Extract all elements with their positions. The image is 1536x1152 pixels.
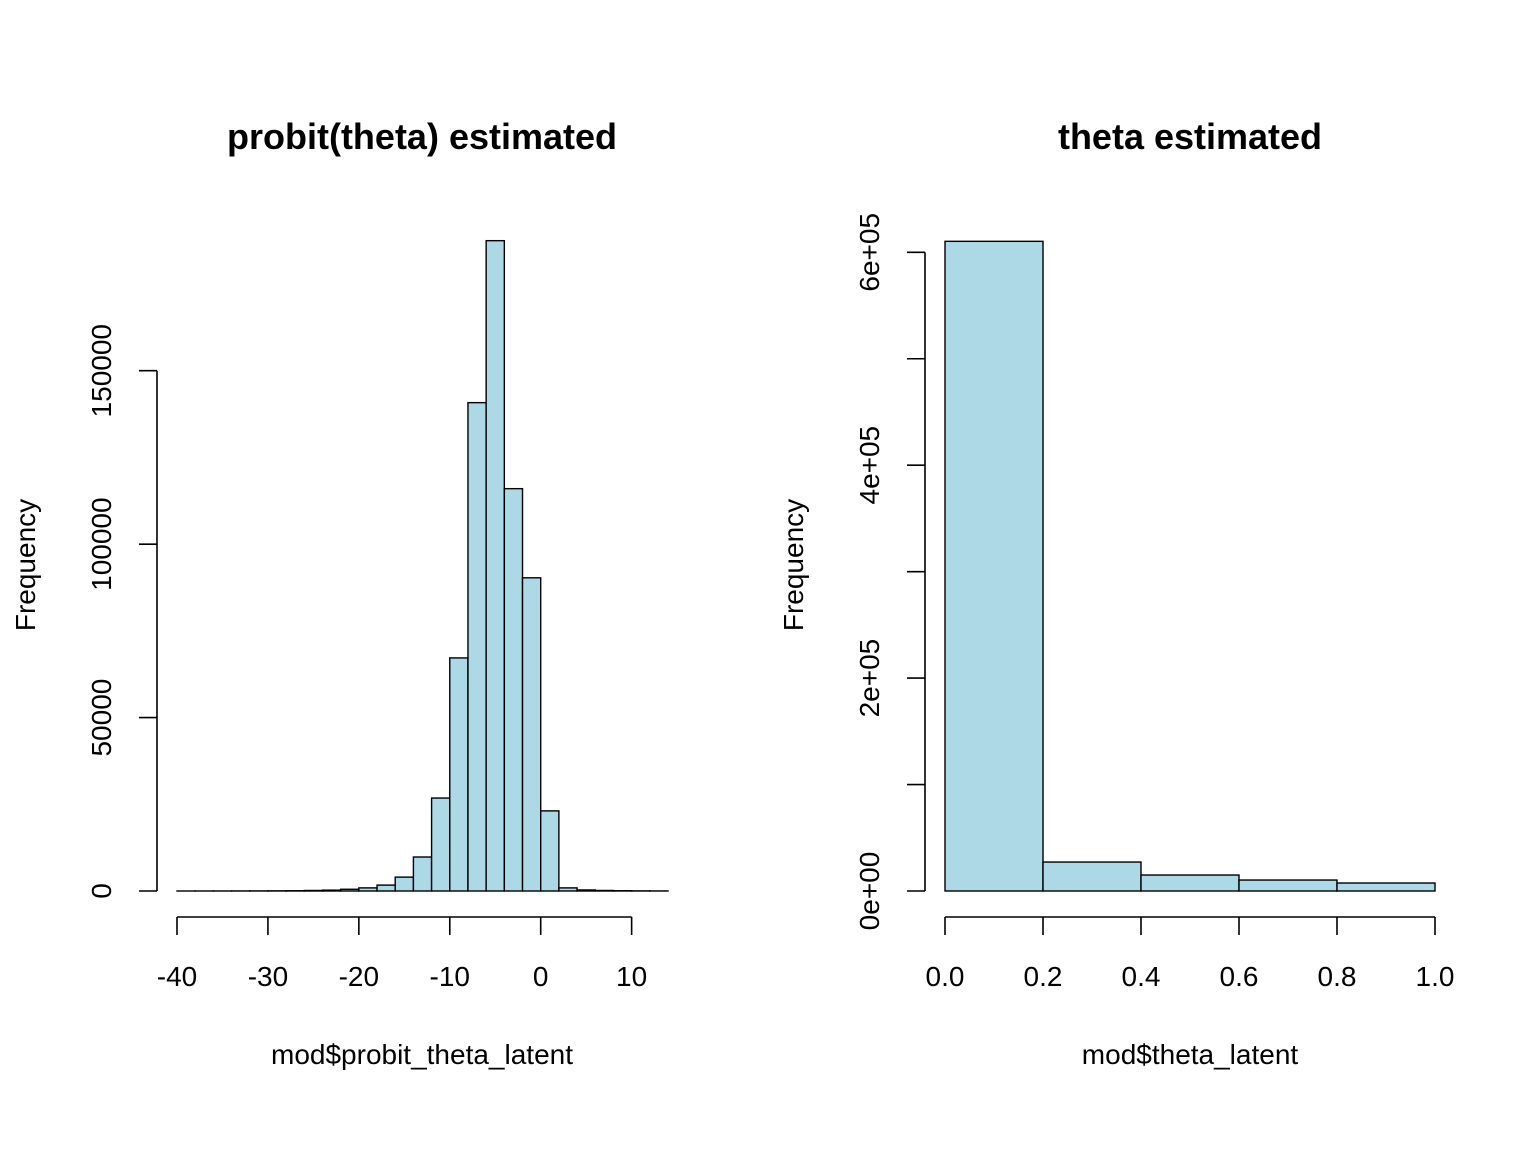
x-axis-label: mod$probit_theta_latent <box>271 1039 573 1070</box>
y-tick-label: 0 <box>86 883 117 899</box>
y-tick-label: 100000 <box>86 497 117 590</box>
x-tick-label: -40 <box>157 961 197 992</box>
histogram-bar <box>449 657 469 892</box>
y-tick-label: 4e+05 <box>854 426 885 505</box>
histogram-bar <box>485 239 506 892</box>
x-tick-label: 0.8 <box>1318 961 1357 992</box>
histogram-bar <box>576 889 596 892</box>
histogram-bar <box>540 810 560 892</box>
y-tick-label: 6e+05 <box>854 213 885 292</box>
histogram-bar <box>1042 861 1142 892</box>
x-tick-label: -10 <box>430 961 470 992</box>
x-tick-label: 1.0 <box>1416 961 1455 992</box>
x-tick-label: 0.0 <box>926 961 965 992</box>
histogram-bar <box>376 884 396 892</box>
histogram-bar <box>339 888 360 892</box>
y-tick-label: 0e+00 <box>854 852 885 931</box>
histogram-bar <box>303 889 324 892</box>
x-axis-label: mod$theta_latent <box>1082 1039 1299 1070</box>
histogram-bar <box>558 887 578 892</box>
histogram-bar <box>358 887 378 892</box>
histogram-bar <box>1140 874 1240 892</box>
histogram-bar <box>394 876 415 892</box>
y-tick-label: 150000 <box>86 324 117 417</box>
histogram-bar <box>467 401 487 892</box>
histogram-bar <box>944 240 1044 892</box>
x-tick-label: 0.2 <box>1024 961 1063 992</box>
y-tick-label: 50000 <box>86 679 117 757</box>
histogram-bar <box>321 889 342 892</box>
histogram-bar <box>594 889 615 892</box>
histogram-bar <box>412 856 433 892</box>
x-tick-label: 10 <box>616 961 647 992</box>
y-axis-label: Frequency <box>778 499 809 631</box>
x-tick-label: -30 <box>248 961 288 992</box>
histogram-bar <box>1336 882 1436 892</box>
x-tick-label: 0.6 <box>1220 961 1259 992</box>
histogram-bar <box>521 577 542 892</box>
histogram-bar <box>430 797 451 892</box>
chart-title: theta estimated <box>1058 116 1322 157</box>
x-tick-label: -20 <box>339 961 379 992</box>
histogram-bar <box>1238 879 1338 892</box>
chart-title: probit(theta) estimated <box>227 116 617 157</box>
x-tick-label: 0.4 <box>1122 961 1161 992</box>
y-axis-label: Frequency <box>10 499 41 631</box>
x-tick-label: 0 <box>533 961 549 992</box>
y-tick-label: 2e+05 <box>854 639 885 718</box>
histogram-bar <box>503 487 524 892</box>
